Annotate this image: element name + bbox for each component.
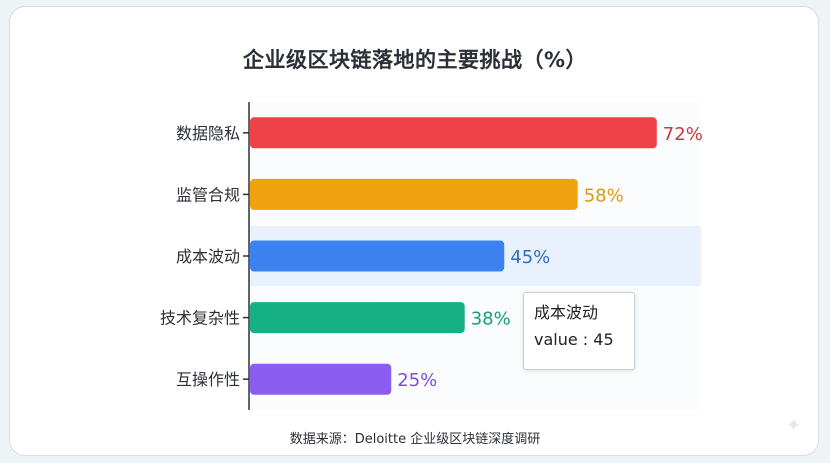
bar[interactable] bbox=[250, 302, 465, 334]
tooltip: 成本波动 value : 45 bbox=[523, 292, 635, 370]
bar[interactable] bbox=[250, 363, 392, 395]
value-label: 58% bbox=[584, 185, 624, 206]
bar[interactable] bbox=[250, 240, 505, 272]
value-label: 72% bbox=[663, 124, 703, 145]
category-label: 成本波动 bbox=[176, 247, 240, 266]
category-label: 技术复杂性 bbox=[160, 309, 240, 328]
category-label: 监管合规 bbox=[176, 185, 240, 204]
category-label: 数据隐私 bbox=[176, 124, 240, 143]
value-label: 25% bbox=[397, 370, 437, 391]
source-note: 数据来源：Deloitte 企业级区块链深度调研 bbox=[289, 432, 541, 447]
chart-title: 企业级区块链落地的主要挑战（%） bbox=[242, 48, 588, 72]
bar[interactable] bbox=[250, 117, 657, 149]
tooltip-category: 成本波动 bbox=[534, 303, 599, 322]
bar[interactable] bbox=[250, 178, 578, 210]
value-label: 45% bbox=[510, 247, 550, 268]
sparkle-icon: ✦ bbox=[786, 415, 802, 436]
tooltip-value: value : 45 bbox=[534, 330, 614, 349]
category-label: 互操作性 bbox=[176, 370, 240, 389]
value-label: 38% bbox=[471, 309, 511, 330]
